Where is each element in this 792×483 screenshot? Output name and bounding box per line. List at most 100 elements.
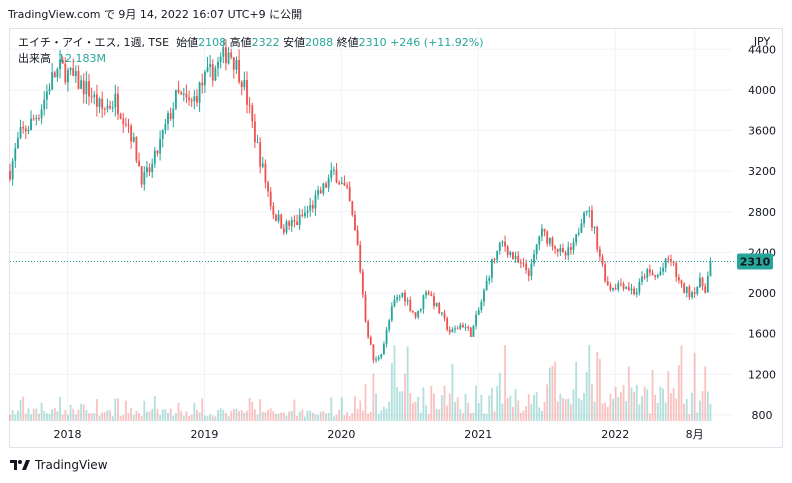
candle-body [256, 142, 259, 144]
candle [127, 118, 130, 133]
volume-bar [664, 402, 667, 421]
candle [670, 254, 672, 267]
candle-body [383, 343, 385, 355]
volume-bar [609, 393, 612, 421]
candle [288, 220, 291, 231]
candle [501, 240, 504, 247]
volume-bar [701, 391, 704, 421]
candle [293, 215, 296, 228]
candle-body [419, 308, 422, 311]
candle [106, 98, 109, 113]
candle [496, 250, 499, 264]
volume-bar [409, 393, 412, 421]
volume-bar [309, 410, 312, 421]
volume-bar [583, 393, 585, 421]
candle-body [659, 271, 662, 275]
candle [282, 224, 285, 236]
volume-bar [464, 393, 467, 421]
volume-bar [699, 400, 701, 421]
candle [180, 90, 183, 96]
candle [211, 59, 214, 87]
candle [117, 86, 119, 120]
volume-bar [143, 400, 146, 421]
tradingview-branding[interactable]: TradingView [10, 458, 108, 472]
volume-bar [591, 384, 593, 421]
candle-body [198, 82, 201, 103]
candle-body [514, 256, 517, 259]
candle [53, 70, 56, 78]
candle [256, 134, 259, 144]
candle-body [440, 312, 443, 314]
candle [232, 57, 235, 79]
volume-bar [95, 399, 98, 421]
candle [517, 251, 520, 264]
open-value: 2108 [198, 36, 227, 49]
candle-body [425, 292, 427, 296]
candle-body [617, 283, 620, 290]
candle-body [322, 183, 325, 194]
candle [614, 283, 617, 291]
candle-body [143, 172, 146, 185]
candle [430, 291, 433, 297]
volume-bar [230, 411, 233, 421]
candle-body [533, 254, 535, 264]
volume-bar [683, 403, 686, 421]
candle-body [159, 139, 162, 154]
volume-bar [614, 386, 617, 421]
volume-bar [24, 413, 27, 421]
candle-body [238, 59, 241, 82]
candle-body [475, 314, 478, 326]
candle-body [222, 47, 225, 57]
candle [435, 302, 438, 308]
candle-body [14, 148, 17, 161]
volume-bar [106, 410, 109, 421]
y-tick-label: 4000 [748, 84, 776, 97]
candle [138, 152, 140, 167]
chart-frame[interactable] [9, 28, 783, 448]
candle [172, 102, 175, 128]
volume-bar [311, 412, 314, 421]
candle-body [261, 163, 264, 167]
volume-bar [648, 413, 651, 421]
candle [88, 73, 90, 106]
volume-bar [253, 409, 256, 421]
y-tick-label: 3600 [748, 125, 776, 138]
candle-body [693, 292, 696, 294]
candle [59, 49, 61, 79]
volume-bar [635, 384, 638, 421]
candle [427, 290, 430, 296]
candle [261, 157, 264, 169]
volume-label: 出来高 [18, 52, 51, 65]
volume-bar [541, 411, 543, 421]
candle [201, 73, 204, 94]
candle-body [251, 105, 254, 122]
volume-bar [232, 408, 235, 421]
candle [440, 311, 443, 316]
volume-bar [519, 412, 522, 421]
volume-bar [656, 402, 659, 421]
volume-bar [251, 401, 254, 421]
candle [43, 91, 46, 116]
volume-bar [327, 412, 330, 421]
volume-bar [140, 415, 143, 421]
candle [243, 71, 246, 91]
candle [161, 129, 164, 148]
volume-bar [203, 415, 206, 421]
volume-bar [275, 413, 277, 421]
volume-bar [40, 402, 43, 421]
candle-body [556, 248, 559, 252]
candle-body [535, 244, 538, 255]
candle-body [106, 105, 109, 110]
candle [425, 289, 427, 300]
candle-body [483, 289, 485, 302]
volume-bar [372, 373, 375, 421]
candle [680, 279, 683, 288]
candle-body [217, 61, 219, 68]
volume-bar [138, 413, 140, 421]
volume-bar [354, 396, 356, 421]
volume-bar [672, 388, 675, 421]
candle-body [101, 98, 104, 109]
candle [488, 275, 491, 285]
tradingview-logo-icon [10, 459, 30, 471]
